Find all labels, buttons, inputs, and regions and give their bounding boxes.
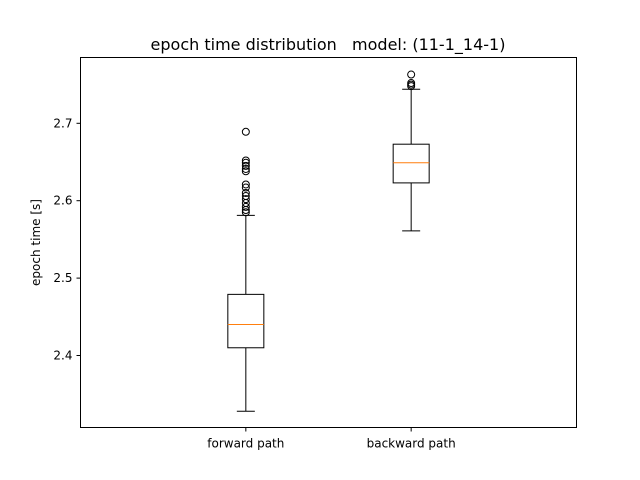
- outlier-forward-path-12: [241, 158, 250, 167]
- outlier-forward-path-6: [241, 188, 250, 197]
- outlier-forward-path-9: [241, 167, 250, 176]
- y-axis-label: epoch time [s]: [29, 199, 43, 286]
- box-forward-path: [227, 293, 265, 349]
- outlier-forward-path-14: [241, 127, 250, 136]
- chart-title: epoch time distribution model: (11-1_14-…: [151, 35, 506, 55]
- outlier-forward-path-11: [241, 161, 250, 170]
- outlier-backward-path-3: [407, 70, 416, 79]
- outlier-forward-path-8: [241, 180, 250, 189]
- outlier-backward-path-2: [407, 79, 416, 88]
- x-tick-label-forward-path: forward path: [207, 437, 284, 451]
- outlier-forward-path-0: [241, 208, 250, 217]
- outlier-forward-path-4: [241, 195, 250, 204]
- y-tick-label-2: 2.6: [53, 194, 72, 208]
- outlier-forward-path-13: [241, 156, 250, 165]
- x-tick-label-backward-path: backward path: [367, 437, 456, 451]
- outlier-forward-path-10: [241, 164, 250, 173]
- outlier-forward-path-2: [241, 202, 250, 211]
- box-backward-path: [392, 143, 430, 184]
- outlier-forward-path-5: [241, 192, 250, 201]
- outlier-forward-path-7: [241, 183, 250, 192]
- axes-frame: [80, 57, 577, 428]
- plot-area: 2.4 2.5 2.6 2.7 forward path backward path: [53, 70, 456, 451]
- y-tick-label-3: 2.7: [53, 116, 72, 130]
- y-tick-label-0: 2.4: [53, 349, 72, 363]
- y-tick-label-1: 2.5: [53, 271, 72, 285]
